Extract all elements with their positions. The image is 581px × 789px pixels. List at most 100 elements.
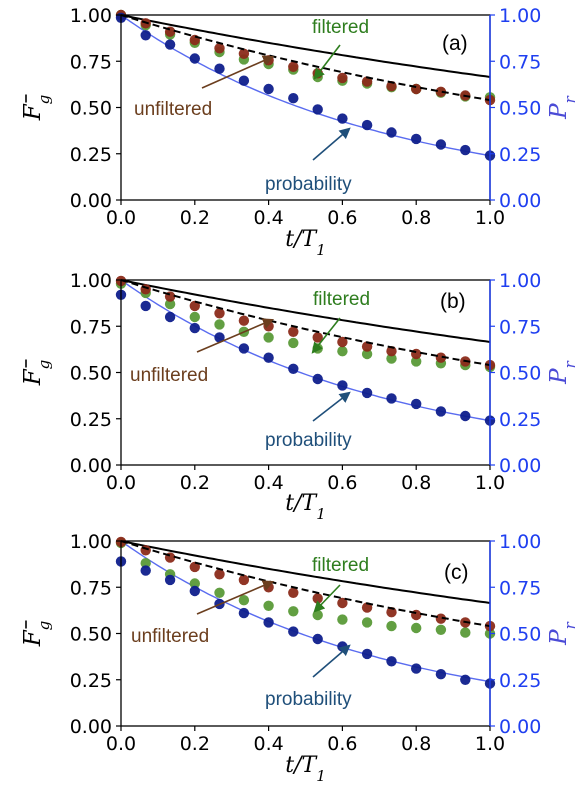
y-right-tick-label: 0.00 [499,716,541,738]
x-tick-label: 1.0 [475,472,505,494]
unfiltered-point [337,597,348,609]
probability-arrow [312,644,351,678]
y-right-tick-label: 0.00 [499,455,541,477]
unfiltered-point [189,300,200,312]
probability-point [288,93,299,104]
probability-point [238,343,250,354]
filtered-point [386,353,397,364]
probability-point [238,607,250,619]
fidelity-dashed-curve [120,279,491,367]
y-left-axis-label: Fg [20,95,53,122]
unfiltered-annotation: unfiltered [134,99,212,120]
unfiltered-arrow [196,580,275,615]
unfiltered-point [189,34,200,46]
x-tick-label: 0.8 [401,733,431,755]
x-axis-label-sub: 1 [316,767,326,785]
probability-point [361,648,373,660]
y-right-tick-label: 0.50 [499,98,541,120]
probability-point [189,53,200,64]
y-left-axis-label: Fg [20,360,53,387]
y-right-axis-label-sub: r [561,360,579,368]
filtered-arrow [313,44,341,80]
probability-point [337,641,348,652]
x-tick-label: 0.4 [253,733,283,755]
panel-label: (c) [444,561,469,584]
y-right-axis-label-sub: r [561,621,579,629]
probability-point [140,30,151,41]
unfiltered-point [435,86,447,98]
unfiltered-ideal-curve [120,540,491,604]
unfiltered-point [288,326,299,337]
y-right-axis-label-sub: r [561,95,579,103]
filtered-point [337,346,348,357]
x-tick-label: 0.8 [401,472,431,494]
unfiltered-point [189,561,200,573]
y-right-tick-label: 0.25 [499,670,541,692]
filtered-arrow [313,584,341,613]
filtered-point [312,343,323,354]
filtered-point [312,609,323,621]
filtered-point [386,620,397,632]
probability-point [189,322,200,334]
probability-point [361,119,373,131]
unfiltered-arrow [196,318,275,353]
probability-annotation: probability [265,430,352,451]
fidelity-dashed-curve [120,540,491,628]
y-left-tick-label: 0.50 [70,624,112,646]
probability-point [386,393,397,404]
unfiltered-point [214,43,225,54]
probability-point [435,669,447,680]
y-left-tick-label: 0.25 [70,144,112,166]
probability-point [164,39,176,50]
y-left-tick-label: 0.00 [70,455,112,477]
filtered-point [411,356,422,367]
probability-point [164,311,176,323]
unfiltered-point [238,48,250,59]
x-axis-label: t/T1 [285,753,325,785]
probability-point [361,387,373,399]
unfiltered-point [435,613,447,624]
y-left-axis-label-sub: g [35,95,53,105]
y-right-axis-label: Pr [546,95,579,119]
y-right-tick-label: 1.00 [499,5,541,27]
unfiltered-point [140,284,151,295]
panel-3: 0.0 0.2 0.4 0.6 0.8 1.00.00 0.000.25 0.250.50 0.… [20,531,579,785]
unfiltered-point [337,72,348,84]
y-right-axis-label-main: P [546,103,572,120]
probability-point [460,144,471,156]
y-right-tick-label: 0.75 [499,316,541,338]
probability-point [337,113,348,124]
filtered-point [214,319,225,330]
probability-point [411,398,422,410]
probability-point [386,656,397,667]
probability-point [140,565,151,576]
x-tick-label: 0.6 [327,207,357,229]
x-axis-label-main: t/T [285,753,318,778]
filtered-point [288,337,299,349]
x-axis-label-main: t/T [285,227,318,252]
x-tick-label: 0.4 [253,207,283,229]
y-right-axis-label-main: P [546,368,572,385]
y-left-tick-label: 0.75 [70,51,112,73]
filtered-point [361,348,373,360]
y-left-axis-label-main: F [20,629,46,647]
probability-point [263,617,274,628]
probability-point [411,663,422,674]
probability-point [435,406,447,417]
panel-label: (a) [442,32,468,55]
probability-point [312,633,323,645]
probability-point [263,352,274,363]
unfiltered-point [361,76,373,87]
filtered-point [263,332,274,343]
unfiltered-annotation: unfiltered [130,365,208,386]
probability-arrow [312,127,351,161]
y-left-axis-label: Fg [20,621,53,648]
fidelity-dashed-curve [120,14,491,102]
probability-point [312,373,323,385]
filtered-point [460,627,471,638]
panel-2: 0.0 0.2 0.4 0.6 0.8 1.00.00 0.000.25 0.250.50 0.… [20,270,579,523]
probability-point [214,63,225,74]
filtered-point [238,595,250,606]
y-right-axis-label: Pr [546,621,579,645]
